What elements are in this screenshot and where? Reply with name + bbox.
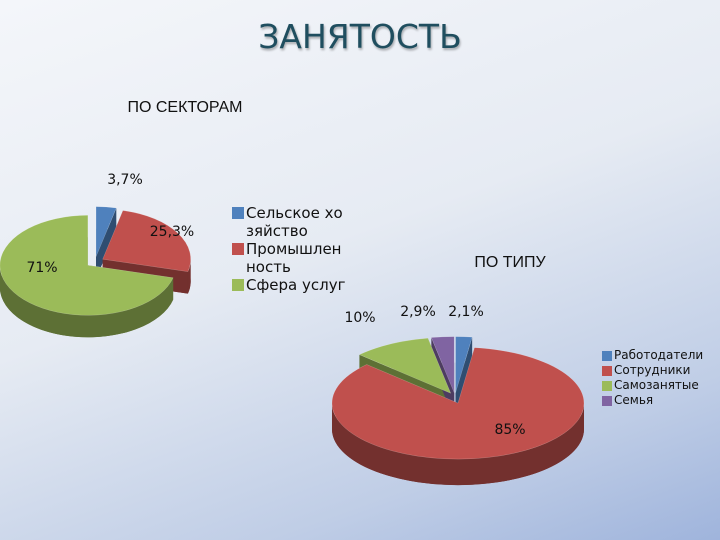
- legend-item: Сотрудники: [602, 363, 712, 378]
- slice: [0, 215, 174, 316]
- slice: [95, 206, 117, 257]
- legend-swatch: [602, 380, 612, 391]
- value-label: 85%: [494, 422, 525, 438]
- slice-side: [0, 266, 174, 338]
- slice: [455, 336, 473, 393]
- legend-item: Семья: [602, 393, 712, 408]
- value-label: 2,9%: [400, 304, 436, 320]
- value-label: 71%: [26, 260, 57, 276]
- chart-title: ПО СЕКТОРАМ: [127, 99, 242, 116]
- legend-label: Семья: [614, 393, 654, 407]
- slice-side: [187, 259, 191, 294]
- slide-title: ЗАНЯТОСТЬ: [258, 17, 461, 56]
- legend-swatch: [232, 243, 244, 255]
- slice-side: [331, 403, 584, 486]
- legend-label: Работодатели: [614, 348, 704, 362]
- legend-item: Промышленность: [232, 240, 348, 276]
- legend-item: Сфера услуг: [232, 276, 348, 294]
- slice: [358, 337, 452, 394]
- value-label: 2,1%: [448, 304, 484, 320]
- legend-swatch: [602, 365, 612, 376]
- legend-swatch: [602, 395, 612, 406]
- legend-swatch: [232, 207, 244, 219]
- legend-item: Самозанятые: [602, 378, 712, 393]
- legend-label: Промышленность: [246, 240, 342, 276]
- value-label: 3,7%: [107, 172, 143, 188]
- legend: Работодатели Сотрудники Самозанятые Семья: [602, 348, 712, 408]
- slice: [331, 347, 585, 460]
- legend: Сельское хозяйство Промышленность Сфера ус…: [232, 204, 348, 294]
- legend-item: Сельское хозяйство: [232, 204, 348, 240]
- legend-item: Работодатели: [602, 348, 712, 363]
- slice-wall: [96, 207, 117, 279]
- legend-label: Сфера услуг: [246, 276, 346, 294]
- legend-swatch: [232, 279, 244, 291]
- legend-swatch: [602, 350, 612, 361]
- legend-label: Сельское хозяйство: [246, 204, 343, 240]
- value-label: 25,3%: [150, 224, 194, 240]
- slice: [102, 210, 191, 272]
- slice: [430, 336, 455, 393]
- legend-label: Сотрудники: [614, 363, 691, 377]
- chart-title: ПО ТИПУ: [474, 254, 546, 271]
- legend-label: Самозанятые: [614, 378, 699, 392]
- value-label: 10%: [344, 310, 375, 326]
